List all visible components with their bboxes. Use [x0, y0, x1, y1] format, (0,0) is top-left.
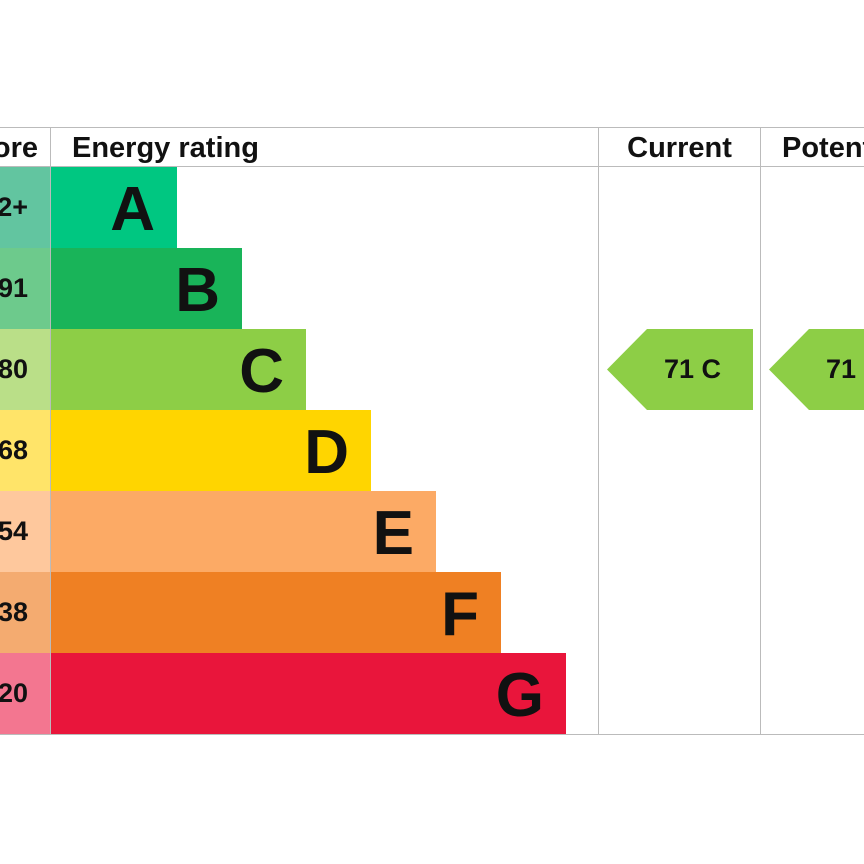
rating-bar-f: F: [51, 572, 501, 653]
header-potential: Potential: [782, 132, 864, 164]
arrow-shape: [607, 329, 753, 410]
score-range-e: 39-54: [0, 491, 50, 572]
potential-rating-arrow: 71 C: [769, 329, 864, 410]
divider: [50, 127, 51, 735]
divider: [0, 734, 864, 735]
potential-rating-label: 71 C: [826, 354, 864, 384]
rating-bar-g: G: [51, 653, 566, 734]
rating-bar-c: C: [51, 329, 306, 410]
divider: [760, 127, 761, 735]
rating-bar-e: E: [51, 491, 436, 572]
arrow-shape: [769, 329, 864, 410]
score-range-g: 1-20: [0, 653, 50, 734]
divider: [0, 166, 864, 167]
score-range-a: 92+: [0, 167, 50, 248]
score-range-d: 55-68: [0, 410, 50, 491]
score-range-f: 21-38: [0, 572, 50, 653]
header-score: Score: [0, 132, 38, 164]
current-rating-label: 71 C: [664, 354, 722, 384]
divider: [0, 127, 864, 128]
current-rating-arrow: 71 C: [607, 329, 753, 410]
divider: [598, 127, 599, 735]
score-range-c: 69-80: [0, 329, 50, 410]
header-current: Current: [627, 132, 732, 164]
header-energy-rating: Energy rating: [72, 132, 259, 164]
rating-bar-b: B: [51, 248, 242, 329]
rating-bar-d: D: [51, 410, 371, 491]
rating-bar-a: A: [51, 167, 177, 248]
score-range-b: 81-91: [0, 248, 50, 329]
